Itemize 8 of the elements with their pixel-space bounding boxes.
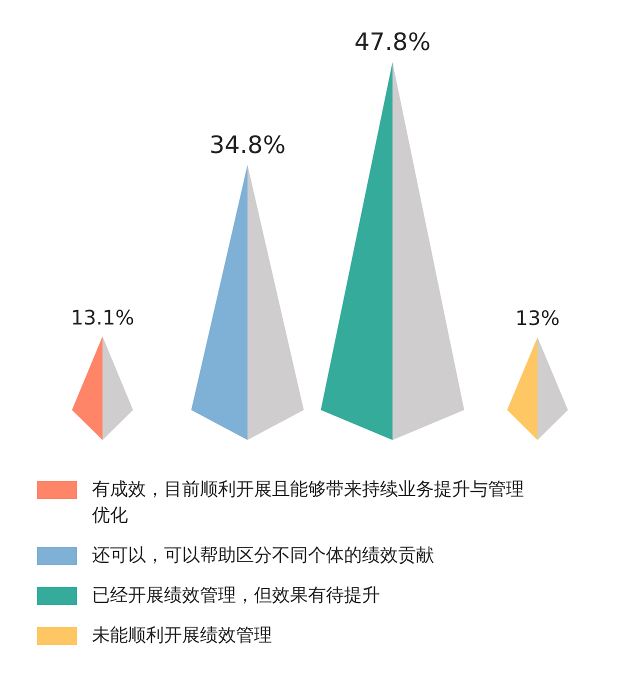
legend-label: 有成效，目前顺利开展且能够带来持续业务提升与管理优化 [92, 479, 524, 526]
data-label: 34.8% [209, 130, 286, 159]
legend-label: 未能顺利开展绩效管理 [92, 625, 272, 646]
data-label: 47.8% [354, 28, 431, 56]
legend-label: 还可以，可以帮助区分不同个体的绩效贡献 [92, 545, 434, 566]
data-label: 13.1% [70, 305, 134, 330]
data-label: 13% [515, 306, 560, 330]
legend-label: 已经开展绩效管理，但效果有待提升 [92, 585, 380, 606]
